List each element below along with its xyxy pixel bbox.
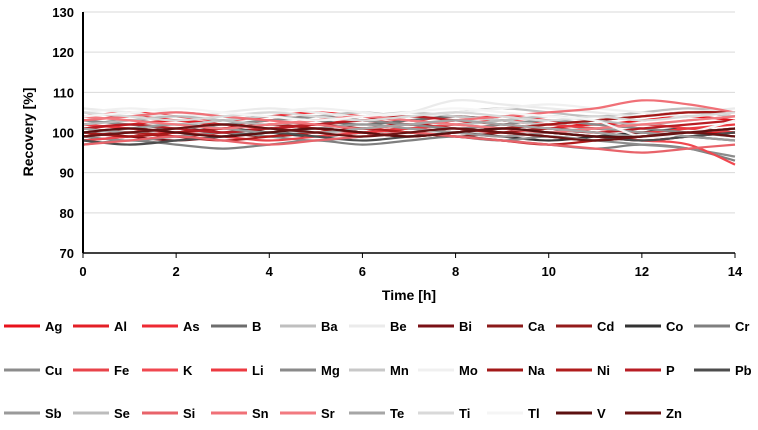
legend-label-be: Be [390,319,407,334]
series-line-ba [82,107,736,122]
x-tick-label: 6 [359,264,366,279]
legend-label-cr: Cr [735,319,749,334]
y-axis-title: Recovery [%] [20,88,36,177]
series-line-cr [82,135,736,162]
y-tick-label: 90 [60,166,74,181]
series-line-tl [82,107,736,139]
series-line-mn [82,111,736,126]
legend-label-li: Li [252,363,264,378]
series-line-zn [82,123,736,142]
legend-label-ni: Ni [597,363,610,378]
y-tick-label: 130 [52,5,74,20]
legend-label-se: Se [114,406,130,421]
x-tick-label: 14 [728,264,743,279]
legend-label-al: Al [114,319,127,334]
x-tick-label: 4 [266,264,274,279]
x-tick-label: 2 [173,264,180,279]
legend-label-mo: Mo [459,363,478,378]
series-line-sr [82,115,736,134]
legend-label-mg: Mg [321,363,340,378]
legend-label-cu: Cu [45,363,62,378]
legend-label-te: Te [390,406,404,421]
x-tick-label: 0 [79,264,86,279]
legend-label-b: B [252,319,261,334]
legend-label-co: Co [666,319,683,334]
axes [82,12,735,254]
series-line-as [82,111,736,126]
series-line-mo [82,103,736,118]
x-tick-label: 10 [541,264,555,279]
series-line-li [82,119,736,134]
legend-label-zn: Zn [666,406,682,421]
legend-label-v: V [597,406,606,421]
legend-label-sn: Sn [252,406,269,421]
legend-label-tl: Tl [528,406,540,421]
series-lines [82,99,736,166]
legend-label-ca: Ca [528,319,545,334]
series-line-ti [82,111,736,122]
legend-label-mn: Mn [390,363,409,378]
y-tick-label: 110 [53,85,74,100]
x-tick-label: 12 [635,264,649,279]
legend-label-sb: Sb [45,406,62,421]
legend-label-bi: Bi [459,319,472,334]
legend-label-as: As [183,319,200,334]
y-tick-label: 100 [52,126,74,141]
series-line-al [82,119,736,134]
y-tick-label: 120 [52,45,74,60]
legend: Ag Al As B Ba Be Bi Ca Cd Co Cr Cu Fe K Li Mg Mn Mo Na Ni P P… [4,319,752,421]
tick-labels: 70 80 90 100 110 120 130 0 2 4 6 8 10 12 14 [52,5,743,279]
y-tick-label: 80 [60,206,74,221]
x-axis-title: Time [h] [382,287,436,303]
legend-label-ba: Ba [321,319,338,334]
legend-label-ag: Ag [45,319,62,334]
x-tick-label: 8 [452,264,459,279]
legend-label-sr: Sr [321,406,335,421]
legend-label-k: K [183,363,193,378]
legend-label-na: Na [528,363,545,378]
legend-label-ti: Ti [459,406,470,421]
legend-label-p: P [666,363,675,378]
legend-label-cd: Cd [597,319,614,334]
y-tick-label: 70 [60,246,74,261]
legend-label-pb: Pb [735,363,752,378]
legend-label-fe: Fe [114,363,129,378]
legend-label-si: Si [183,406,195,421]
